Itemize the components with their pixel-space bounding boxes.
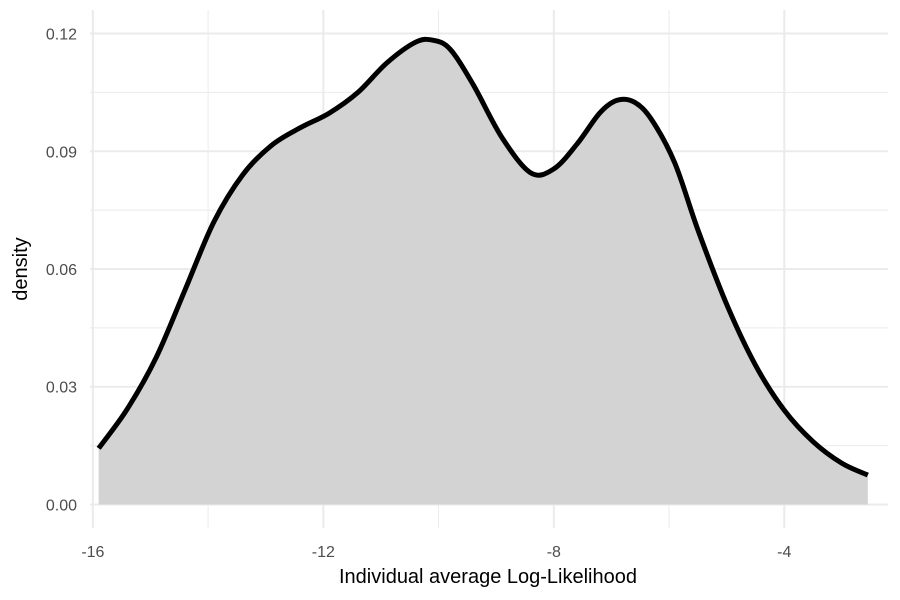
y-tick-label: 0.09: [46, 144, 77, 161]
x-axis-ticks: -16 -12 -8 -4: [81, 544, 791, 561]
x-tick-label: -16: [81, 544, 104, 561]
y-tick-label: 0.00: [46, 497, 77, 514]
x-tick-label: -12: [312, 544, 335, 561]
y-tick-label: 0.03: [46, 380, 77, 397]
x-tick-label: -4: [777, 544, 791, 561]
y-tick-label: 0.06: [46, 262, 77, 279]
x-tick-label: -8: [547, 544, 561, 561]
density-area: [98, 39, 868, 505]
density-curve: [96, 36, 869, 478]
y-tick-label: 0.12: [46, 27, 77, 44]
y-axis-title: density: [10, 237, 32, 300]
x-axis-title: Individual average Log-Likelihood: [339, 566, 637, 588]
y-axis-ticks: 0.00 0.03 0.06 0.09 0.12: [46, 27, 77, 515]
